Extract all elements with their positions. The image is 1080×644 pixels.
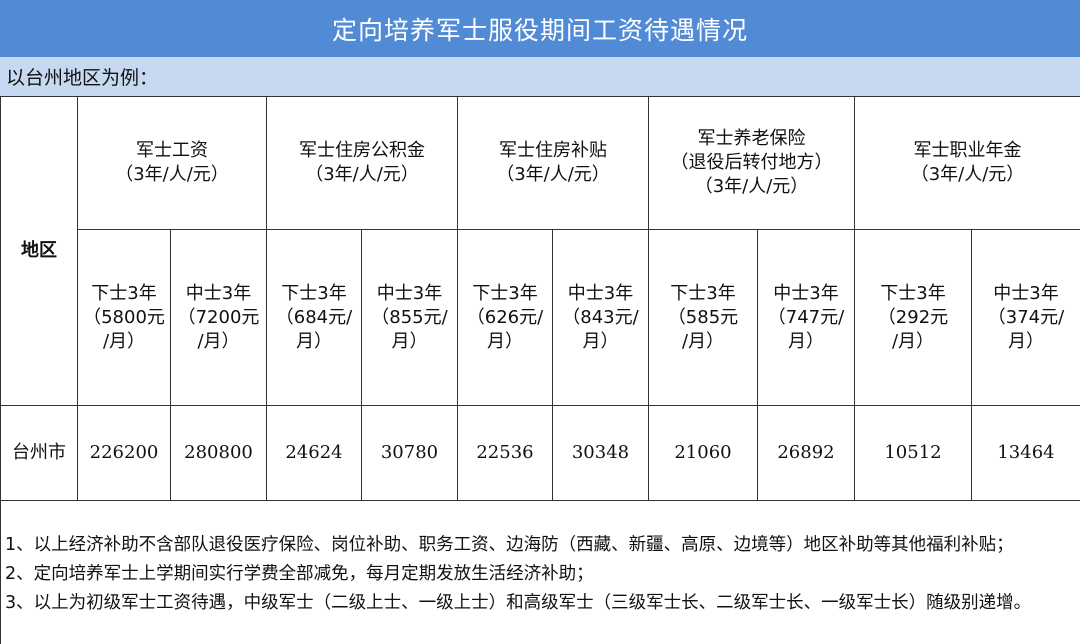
rank-header-line: （626元/: [466, 306, 544, 328]
rank-header-line: 中士3年: [993, 282, 1059, 304]
rank-header-line: 下士3年: [281, 282, 347, 304]
rank-header-line: （7200元: [177, 306, 260, 328]
group-header: 军士养老保险 （退役后转付地方） （3年/人/元）: [648, 96, 855, 230]
note-3: 3、以上为初级军士工资待遇，中级军士（二级上士、一级上士）和高级军士（三级军士长…: [5, 592, 1032, 613]
rank-header-line: 下士3年: [670, 282, 736, 304]
rank-header-line: 月）: [487, 330, 523, 352]
rank-header-line: （585元: [667, 306, 739, 328]
value-cell: 226200: [77, 405, 171, 501]
rank-header: 下士3年 （626元/月）: [457, 229, 553, 406]
rank-header: 中士3年 （7200元/月）: [170, 229, 267, 406]
rank-header-line: 月）: [1008, 330, 1044, 352]
value-cell: 30780: [361, 405, 458, 501]
rank-header-line: （843元/: [562, 306, 639, 328]
rank-header-line: 下士3年: [91, 282, 157, 304]
rank-header-line: （855元/: [371, 306, 448, 328]
rank-header: 中士3年 （855元/月）: [361, 229, 458, 406]
group-header: 军士职业年金 （3年/人/元）: [854, 96, 1080, 230]
salary-table: 地区 军士工资 （3年/人/元） 军士住房公积金 （3年/人/元） 军士住房补贴 （3年/…: [0, 96, 1080, 644]
group-name: 军士住房补贴: [499, 140, 607, 161]
note-1: 1、以上经济补助不含部队退役医疗保险、岗位补助、职务工资、边海防（西藏、新疆、高…: [5, 534, 1014, 555]
group-header: 军士工资 （3年/人/元）: [77, 96, 267, 230]
notes-cell: 1、以上经济补助不含部队退役医疗保险、岗位补助、职务工资、边海防（西藏、新疆、高…: [0, 500, 1080, 644]
value-cell: 22536: [457, 405, 553, 501]
group-unit: （3年/人/元）: [694, 176, 809, 197]
rank-header-line: 下士3年: [472, 282, 538, 304]
value-cell: 21060: [648, 405, 758, 501]
rank-header-line: /月）: [197, 330, 240, 352]
rank-header-line: 中士3年: [376, 282, 443, 304]
value-cell: 30348: [552, 405, 649, 501]
region-header: 地区: [0, 96, 78, 406]
value-cell: 24624: [266, 405, 362, 501]
rank-header: 下士3年 （292元/月）: [854, 229, 972, 406]
group-name: 军士工资: [136, 140, 208, 161]
region-cell: 台州市: [0, 405, 78, 501]
value-cell: 13464: [971, 405, 1080, 501]
rank-header: 下士3年 （585元/月）: [648, 229, 758, 406]
rank-header-line: （684元/: [275, 306, 353, 328]
rank-header-line: 月）: [391, 330, 428, 352]
rank-header-line: （5800元: [83, 306, 165, 328]
rank-header-line: （747元/: [767, 306, 845, 328]
group-unit: （3年/人/元）: [115, 164, 229, 185]
group-unit: （3年/人/元）: [305, 164, 419, 185]
rank-header-line: （374元/: [987, 306, 1065, 328]
rank-header-line: 中士3年: [773, 282, 839, 304]
value-cell: 10512: [854, 405, 972, 501]
rank-header-line: 中士3年: [567, 282, 634, 304]
rank-header-line: 月）: [582, 330, 619, 352]
note-2: 2、定向培养军士上学期间实行学费全部减免，每月定期发放生活经济补助；: [5, 563, 594, 584]
value-cell: 26892: [757, 405, 855, 501]
rank-header: 中士3年 （747元/月）: [757, 229, 855, 406]
rank-header-line: 中士3年: [185, 282, 252, 304]
group-unit: （退役后转付地方）: [670, 152, 833, 173]
rank-header: 中士3年 （843元/月）: [552, 229, 649, 406]
rank-header-line: /月）: [681, 330, 725, 352]
group-name: 军士住房公积金: [299, 140, 425, 161]
group-name: 军士养老保险: [697, 128, 806, 149]
group-header: 军士住房补贴 （3年/人/元）: [457, 96, 649, 230]
rank-header-line: /月）: [891, 330, 935, 352]
rank-header: 下士3年 （5800元/月）: [77, 229, 171, 406]
rank-header-line: 月）: [296, 330, 332, 352]
group-name: 军士职业年金: [913, 140, 1022, 161]
rank-header: 下士3年 （684元/月）: [266, 229, 362, 406]
value-cell: 280800: [170, 405, 267, 501]
rank-header-line: 月）: [788, 330, 824, 352]
group-unit: （3年/人/元）: [910, 164, 1025, 185]
group-header: 军士住房公积金 （3年/人/元）: [266, 96, 458, 230]
rank-header-line: /月）: [102, 330, 146, 352]
subtitle: 以台州地区为例：: [0, 57, 1080, 96]
group-unit: （3年/人/元）: [496, 164, 610, 185]
page-title: 定向培养军士服役期间工资待遇情况: [0, 0, 1080, 57]
rank-header-line: （292元: [877, 306, 949, 328]
rank-header-line: 下士3年: [880, 282, 946, 304]
rank-header: 中士3年 （374元/月）: [971, 229, 1080, 406]
